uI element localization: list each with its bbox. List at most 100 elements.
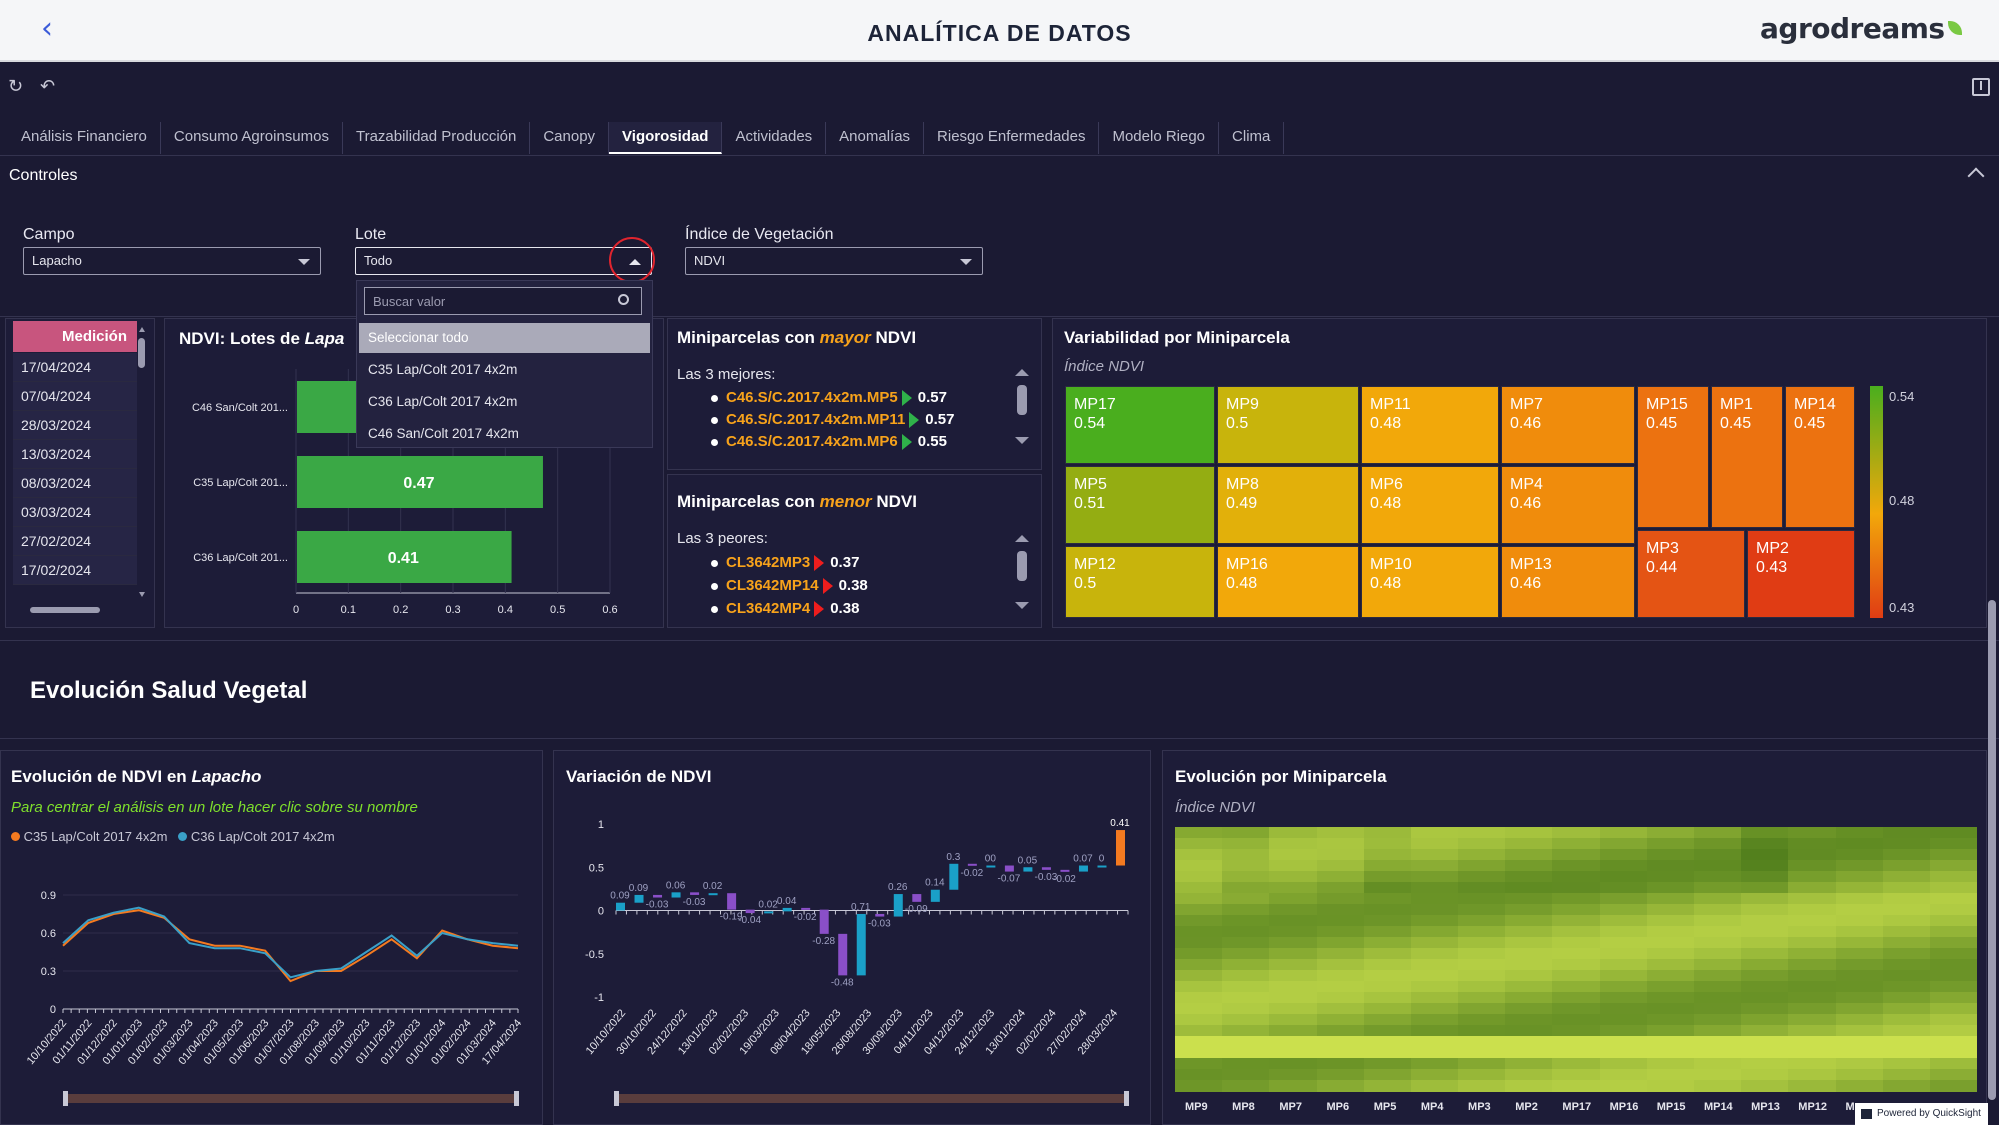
heatmap-cell[interactable] bbox=[1363, 860, 1412, 872]
heatmap-cell[interactable] bbox=[1410, 838, 1459, 850]
heatmap-cell[interactable] bbox=[1222, 838, 1270, 850]
heatmap-cell[interactable] bbox=[1175, 1047, 1223, 1059]
heatmap-cell[interactable] bbox=[1693, 893, 1742, 905]
heatmap-cell[interactable] bbox=[1882, 1080, 1931, 1092]
heatmap-cell[interactable] bbox=[1552, 904, 1601, 916]
heatmap-cell[interactable] bbox=[1741, 1047, 1789, 1059]
heatmap-cell[interactable] bbox=[1693, 970, 1742, 982]
heatmap-cell[interactable] bbox=[1693, 1069, 1742, 1081]
heatmap-cell[interactable] bbox=[1646, 1036, 1695, 1048]
heatmap-cell[interactable] bbox=[1316, 860, 1365, 872]
heatmap-cell[interactable] bbox=[1458, 948, 1506, 960]
heatmap-cell[interactable] bbox=[1505, 926, 1553, 938]
heatmap-cell[interactable] bbox=[1316, 1003, 1365, 1015]
heatmap-cell[interactable] bbox=[1269, 959, 1318, 971]
heatmap-cell[interactable] bbox=[1599, 1080, 1648, 1092]
heatmap-cell[interactable] bbox=[1741, 992, 1789, 1004]
heatmap-cell[interactable] bbox=[1835, 860, 1884, 872]
undo-icon[interactable]: ↶ bbox=[40, 76, 56, 97]
heatmap-cell[interactable] bbox=[1363, 838, 1412, 850]
heatmap-cell[interactable] bbox=[1269, 838, 1318, 850]
heatmap-cell[interactable] bbox=[1316, 1036, 1365, 1048]
heatmap-cell[interactable] bbox=[1269, 937, 1318, 949]
heatmap-cell[interactable] bbox=[1646, 1069, 1695, 1081]
heatmap-cell[interactable] bbox=[1693, 937, 1742, 949]
heatmap-cell[interactable] bbox=[1175, 838, 1223, 850]
heatmap-cell[interactable] bbox=[1835, 1047, 1884, 1059]
heatmap-cell[interactable] bbox=[1458, 915, 1506, 927]
heatmap-cell[interactable] bbox=[1175, 893, 1223, 905]
heatmap-cell[interactable] bbox=[1458, 970, 1506, 982]
heatmap-cell[interactable] bbox=[1929, 926, 1978, 938]
heatmap-cell[interactable] bbox=[1552, 981, 1601, 993]
heatmap-cell[interactable] bbox=[1222, 981, 1270, 993]
heatmap-cell[interactable] bbox=[1552, 1036, 1601, 1048]
heatmap-cell[interactable] bbox=[1410, 849, 1459, 861]
list-item[interactable]: C46.S/C.2017.4x2m.MP5 0.57 bbox=[711, 387, 955, 409]
heatmap-cell[interactable] bbox=[1316, 1047, 1365, 1059]
heatmap-cell[interactable] bbox=[1552, 1047, 1601, 1059]
heatmap-cell[interactable] bbox=[1552, 926, 1601, 938]
heatmap-cell[interactable] bbox=[1646, 1058, 1695, 1070]
heatmap-cell[interactable] bbox=[1599, 915, 1648, 927]
heatmap-cell[interactable] bbox=[1175, 948, 1223, 960]
heatmap-cell[interactable] bbox=[1693, 1014, 1742, 1026]
heatmap-cell[interactable] bbox=[1269, 904, 1318, 916]
heatmap-cell[interactable] bbox=[1599, 1025, 1648, 1037]
heatmap-cell[interactable] bbox=[1222, 915, 1270, 927]
horizontal-scrollbar[interactable] bbox=[16, 605, 132, 615]
heatmap-cell[interactable] bbox=[1505, 970, 1553, 982]
heatmap-cell[interactable] bbox=[1222, 904, 1270, 916]
heatmap-cell[interactable] bbox=[1363, 981, 1412, 993]
treemap-cell[interactable]: MP15 0.45 bbox=[1637, 386, 1709, 528]
heatmap-cell[interactable] bbox=[1788, 893, 1836, 905]
treemap-cell[interactable]: MP12 0.5 bbox=[1065, 546, 1215, 618]
heatmap-cell[interactable] bbox=[1929, 1047, 1978, 1059]
heatmap-cell[interactable] bbox=[1316, 904, 1365, 916]
heatmap-cell[interactable] bbox=[1505, 1036, 1553, 1048]
heatmap-cell[interactable] bbox=[1458, 827, 1506, 839]
heatmap-cell[interactable] bbox=[1222, 860, 1270, 872]
heatmap-cell[interactable] bbox=[1363, 904, 1412, 916]
heatmap-cell[interactable] bbox=[1458, 981, 1506, 993]
heatmap-cell[interactable] bbox=[1269, 1080, 1318, 1092]
heatmap-cell[interactable] bbox=[1222, 827, 1270, 839]
heatmap-cell[interactable] bbox=[1552, 1003, 1601, 1015]
heatmap-cell[interactable] bbox=[1646, 882, 1695, 894]
heatmap-cell[interactable] bbox=[1835, 1003, 1884, 1015]
heatmap-cell[interactable] bbox=[1788, 926, 1836, 938]
heatmap-cell[interactable] bbox=[1505, 1058, 1553, 1070]
heatmap-cell[interactable] bbox=[1316, 1069, 1365, 1081]
heatmap-cell[interactable] bbox=[1175, 981, 1223, 993]
heatmap-cell[interactable] bbox=[1882, 937, 1931, 949]
medicion-row[interactable]: 03/03/2024 bbox=[13, 498, 137, 527]
heatmap-cell[interactable] bbox=[1552, 860, 1601, 872]
heatmap-cell[interactable] bbox=[1175, 1058, 1223, 1070]
heatmap-cell[interactable] bbox=[1552, 970, 1601, 982]
heatmap-cell[interactable] bbox=[1882, 1003, 1931, 1015]
heatmap-cell[interactable] bbox=[1599, 860, 1648, 872]
heatmap-cell[interactable] bbox=[1835, 926, 1884, 938]
heatmap-cell[interactable] bbox=[1505, 1003, 1553, 1015]
collapse-icon[interactable] bbox=[1967, 167, 1985, 185]
heatmap-cell[interactable] bbox=[1929, 1014, 1978, 1026]
heatmap-cell[interactable] bbox=[1788, 1003, 1836, 1015]
heatmap-cell[interactable] bbox=[1175, 860, 1223, 872]
medicion-row[interactable]: 28/03/2024 bbox=[13, 411, 137, 440]
heatmap-cell[interactable] bbox=[1882, 838, 1931, 850]
heatmap-cell[interactable] bbox=[1693, 1036, 1742, 1048]
heatmap-cell[interactable] bbox=[1505, 959, 1553, 971]
heatmap-cell[interactable] bbox=[1882, 915, 1931, 927]
heatmap-cell[interactable] bbox=[1882, 904, 1931, 916]
heatmap-cell[interactable] bbox=[1693, 882, 1742, 894]
tab-8[interactable]: Modelo Riego bbox=[1099, 122, 1220, 154]
heatmap-cell[interactable] bbox=[1788, 849, 1836, 861]
heatmap-cell[interactable] bbox=[1882, 970, 1931, 982]
tab-9[interactable]: Clima bbox=[1219, 122, 1285, 154]
heatmap-cell[interactable] bbox=[1929, 948, 1978, 960]
heatmap-cell[interactable] bbox=[1175, 827, 1223, 839]
heatmap-cell[interactable] bbox=[1222, 1058, 1270, 1070]
heatmap-cell[interactable] bbox=[1882, 827, 1931, 839]
heatmap-cell[interactable] bbox=[1458, 893, 1506, 905]
treemap-cell[interactable]: MP2 0.43 bbox=[1747, 530, 1855, 618]
